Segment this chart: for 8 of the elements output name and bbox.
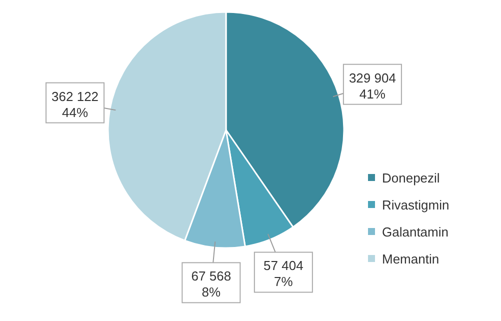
legend-label: Donepezil [382, 170, 440, 186]
data-label: 362 122 44% [52, 88, 99, 120]
data-label: 67 568 8% [191, 268, 232, 300]
legend-label: Rivastigmin [382, 198, 450, 213]
data-label: 57 404 7% [264, 258, 304, 290]
legend-label: Memantin [382, 252, 440, 267]
data-label: 329 904 41% [348, 70, 396, 102]
legend-label: Galantamin [382, 224, 448, 240]
